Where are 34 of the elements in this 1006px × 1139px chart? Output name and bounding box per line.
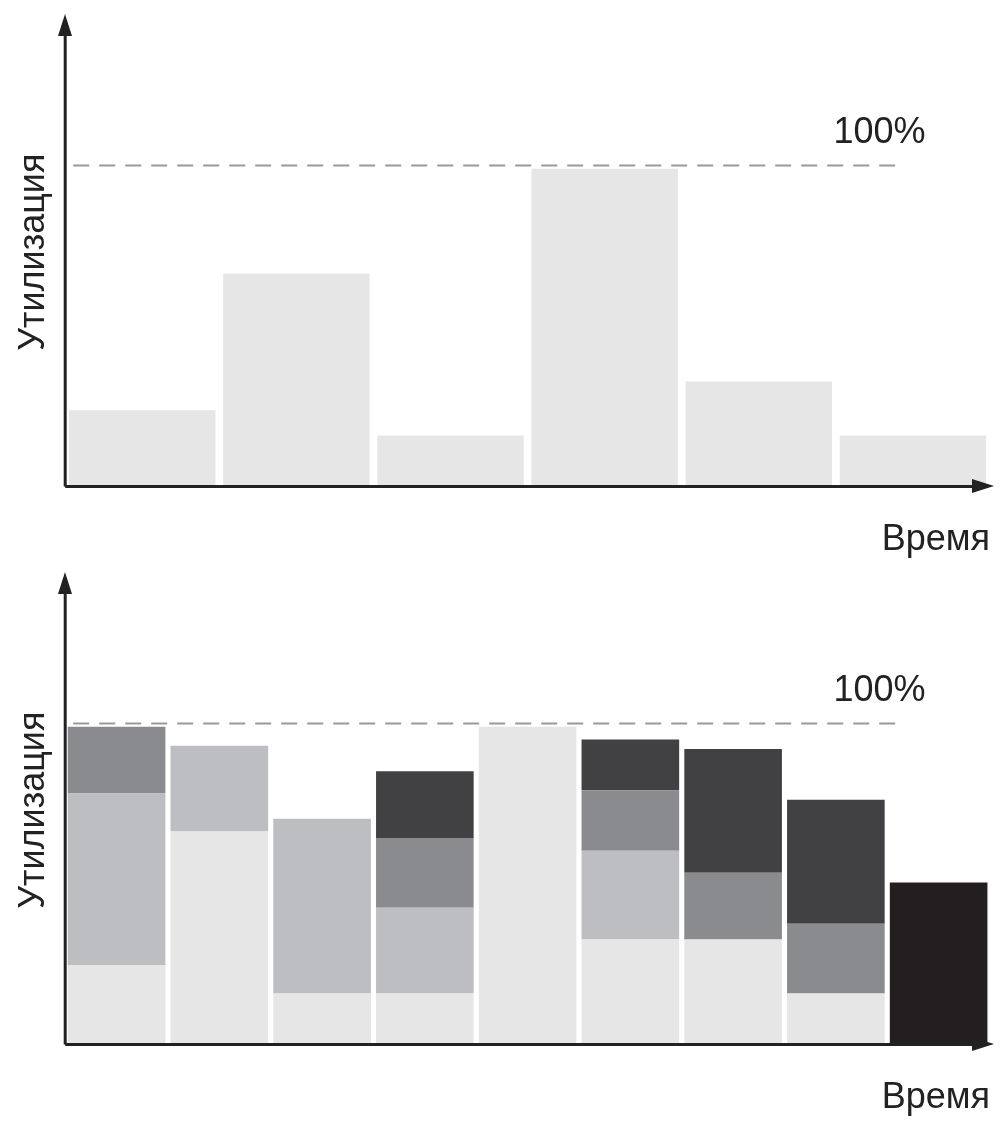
bar <box>581 739 680 791</box>
bar <box>67 793 166 965</box>
y-axis-title: Утилизация <box>10 711 52 909</box>
x-axis-title: Время <box>881 1075 990 1117</box>
bar <box>376 837 474 908</box>
bar <box>684 939 782 1045</box>
bar <box>170 831 269 1045</box>
bar <box>787 993 885 1045</box>
bar <box>376 907 474 994</box>
bar <box>478 726 577 1045</box>
bar <box>69 410 216 487</box>
bar <box>67 726 166 794</box>
text: 100% <box>833 668 926 710</box>
bar <box>273 993 371 1045</box>
bar <box>273 818 371 994</box>
x-axis-title: Время <box>881 517 990 559</box>
bar <box>531 168 678 487</box>
bar <box>685 381 833 487</box>
bar <box>581 850 680 940</box>
bar <box>67 964 166 1045</box>
bar <box>376 771 474 838</box>
bar <box>787 799 885 924</box>
bar <box>581 790 680 851</box>
bar <box>223 273 370 487</box>
bar <box>581 939 680 1045</box>
bar <box>839 435 987 487</box>
bar <box>376 993 474 1045</box>
bar <box>684 748 782 873</box>
bar <box>377 435 524 487</box>
y-axis-title: Утилизация <box>10 153 52 351</box>
bar <box>170 745 269 832</box>
bar <box>787 923 885 994</box>
text: 100% <box>833 110 926 152</box>
bar <box>684 872 782 940</box>
